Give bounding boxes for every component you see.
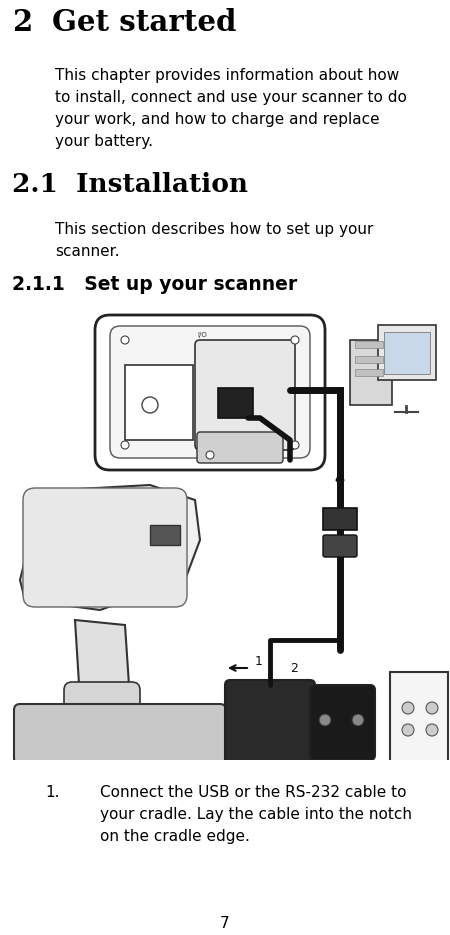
Text: your battery.: your battery. <box>55 134 153 149</box>
Circle shape <box>388 341 396 349</box>
FancyBboxPatch shape <box>350 340 392 405</box>
Bar <box>150 525 180 545</box>
Circle shape <box>352 714 364 726</box>
Text: 2: 2 <box>12 8 32 37</box>
Text: your work, and how to charge and replace: your work, and how to charge and replace <box>55 112 380 127</box>
Circle shape <box>206 451 214 459</box>
FancyBboxPatch shape <box>95 315 325 470</box>
Text: your cradle. Lay the cable into the notch: your cradle. Lay the cable into the notc… <box>100 807 412 822</box>
FancyBboxPatch shape <box>310 685 375 760</box>
Bar <box>218 388 253 418</box>
FancyBboxPatch shape <box>197 432 283 463</box>
Text: to install, connect and use your scanner to do: to install, connect and use your scanner… <box>55 90 407 105</box>
Circle shape <box>402 702 414 714</box>
Bar <box>390 672 448 762</box>
Text: Connect the USB or the RS-232 cable to: Connect the USB or the RS-232 cable to <box>100 785 406 800</box>
FancyBboxPatch shape <box>378 325 436 380</box>
Bar <box>125 365 193 440</box>
Text: This section describes how to set up your: This section describes how to set up you… <box>55 222 373 237</box>
Text: 2: 2 <box>290 662 298 675</box>
Text: 1: 1 <box>255 655 263 668</box>
Circle shape <box>121 441 129 449</box>
Bar <box>384 332 430 374</box>
Text: 1.: 1. <box>45 785 59 800</box>
FancyBboxPatch shape <box>323 535 357 557</box>
FancyBboxPatch shape <box>195 340 295 450</box>
FancyBboxPatch shape <box>225 680 315 765</box>
Text: 2.1  Installation: 2.1 Installation <box>12 172 248 197</box>
Text: 2.1.1   Set up your scanner: 2.1.1 Set up your scanner <box>12 275 297 294</box>
Bar <box>355 369 383 376</box>
Text: I/O: I/O <box>197 332 207 338</box>
Bar <box>323 508 357 530</box>
Circle shape <box>319 714 331 726</box>
Circle shape <box>426 724 438 736</box>
Text: 7: 7 <box>220 916 230 931</box>
Circle shape <box>121 336 129 344</box>
Bar <box>355 356 383 363</box>
FancyBboxPatch shape <box>14 704 226 764</box>
FancyBboxPatch shape <box>110 326 310 458</box>
Polygon shape <box>20 485 200 610</box>
Circle shape <box>291 441 299 449</box>
Text: This chapter provides information about how: This chapter provides information about … <box>55 68 399 83</box>
FancyBboxPatch shape <box>23 488 187 607</box>
Circle shape <box>142 397 158 413</box>
Polygon shape <box>75 620 130 700</box>
Bar <box>355 341 383 348</box>
Circle shape <box>426 702 438 714</box>
Text: scanner.: scanner. <box>55 244 120 259</box>
FancyBboxPatch shape <box>64 682 140 728</box>
Circle shape <box>291 336 299 344</box>
Circle shape <box>402 724 414 736</box>
Text: Get started: Get started <box>52 8 236 37</box>
Text: on the cradle edge.: on the cradle edge. <box>100 829 250 844</box>
